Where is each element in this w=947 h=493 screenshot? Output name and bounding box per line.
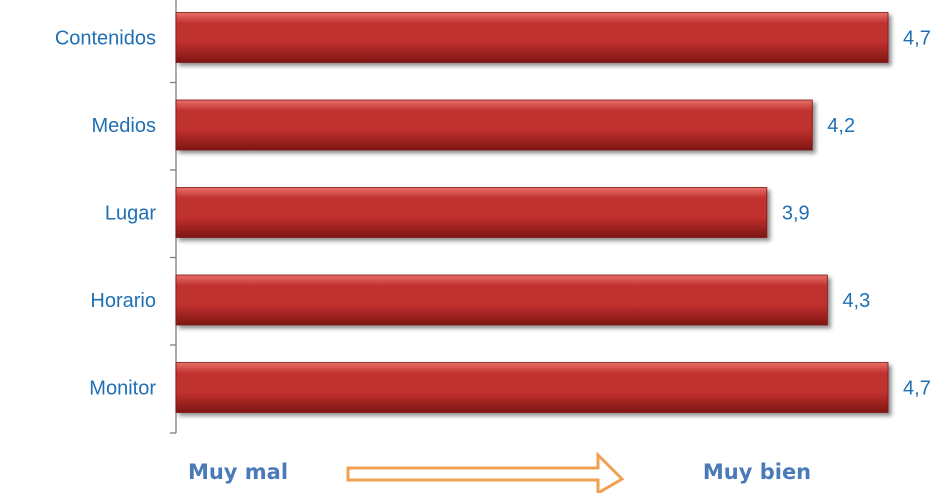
value-label: 4,3 <box>842 290 870 312</box>
value-label: 4,7 <box>903 28 931 50</box>
bar-lugar <box>175 187 768 238</box>
bars-group <box>175 12 889 413</box>
footer-label-muy-mal: Muy mal <box>188 460 288 484</box>
bar-medios <box>175 99 813 151</box>
category-label: Medios <box>92 115 156 137</box>
labels-group: Contenidos 4,7 Medios 4,2 Lugar 3,9 Horario 4,3… <box>55 28 931 400</box>
bar-horario <box>175 274 828 326</box>
y-axis <box>170 0 177 434</box>
bar-contenidos <box>175 12 889 63</box>
value-label: 4,2 <box>827 115 855 137</box>
bar-monitor <box>175 362 889 413</box>
value-label: 3,9 <box>782 203 810 225</box>
category-label: Horario <box>90 290 156 312</box>
right-arrow-icon <box>346 451 625 493</box>
value-label: 4,7 <box>903 378 931 400</box>
footer: Muy mal Muy bien <box>188 451 811 493</box>
category-label: Contenidos <box>55 28 156 50</box>
category-label: Lugar <box>105 203 156 225</box>
footer-label-muy-bien: Muy bien <box>703 460 811 484</box>
category-label: Monitor <box>89 378 156 400</box>
